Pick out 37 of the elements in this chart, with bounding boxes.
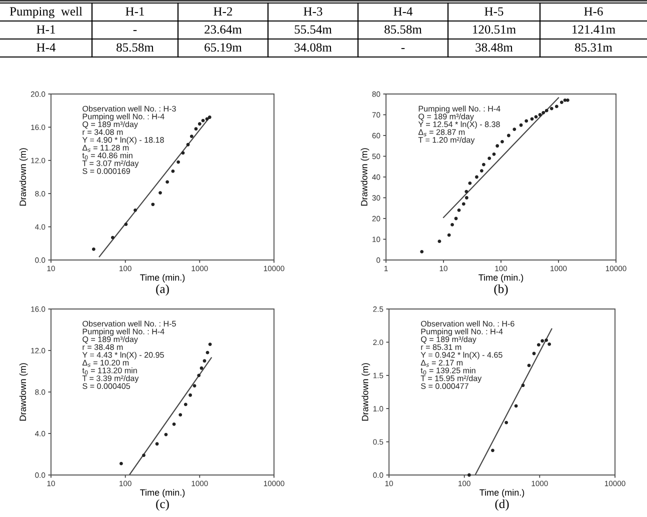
text: H-4 — [36, 43, 56, 52]
text: Observation well No. : H-3 Pumping well No. : H-4 Q = 189 m³/day r = 34.08 m Y = 4.90 * ln(X) - 18.18 Δ$_{s}$ = 11.28 m t$_{0}$ = 40.86 min T = 3.07 m²/day S = 0.000169 — [82, 106, 176, 174]
x-axis-title: Time (min.) — [478, 274, 524, 282]
y-axis-title: Drawdown (m) — [19, 148, 28, 206]
text: (a) — [156, 284, 169, 296]
text: 85.58m — [384, 25, 422, 34]
text: 65.19m — [204, 43, 242, 52]
text: - — [133, 30, 137, 32]
text: 85.31m — [575, 43, 612, 52]
x-axis-title: Time (min.) — [140, 489, 185, 498]
y-axis-title: Drawdown (m) — [19, 363, 28, 421]
text: H-6 — [584, 7, 603, 16]
text: (d) — [495, 499, 509, 511]
text: H-1 — [126, 7, 144, 16]
x-axis-title: Time (min.) — [140, 274, 185, 282]
text: 120.51m — [473, 25, 516, 34]
text: - — [401, 48, 405, 50]
text: 23.64m — [204, 25, 242, 34]
text: 38.48m — [476, 43, 513, 52]
text: H-4 — [394, 7, 413, 16]
text: H-2 — [214, 7, 232, 16]
text: 121.41m — [572, 25, 616, 34]
text: 55.54m — [294, 25, 332, 34]
annotation: Pumping well No. : H-4 Q = 189 m³/day Y = 12.54 * ln(X) - 8.38 Δ$_{s}$ = 28.87 m T = 1.20 m²/day — [418, 106, 500, 144]
x-axis-title: Time (min.) — [480, 489, 524, 498]
text: (c) — [156, 499, 169, 511]
text: H-1 — [36, 25, 55, 34]
text: H-3 — [304, 7, 322, 16]
text: H-5 — [484, 7, 504, 16]
y-axis-title: Drawdown (m) — [362, 363, 370, 421]
text: Observation well No. : H-6 Pumping well No. : H-4 Q = 189 m³/day r = 85.31 m Y = 0.942 * ln(X) - 4.65 Δ$_{s}$ = 2.17 m t$_{0}$ = 139.25 min T = 15.95 m²/day S = 0.000477 — [420, 320, 514, 389]
text: 34.08m — [294, 43, 332, 52]
text: 85.58m — [116, 43, 154, 52]
text: (b) — [494, 284, 508, 296]
text: Observation well No. : H-5 Pumping well No. : H-4 Q = 189 m³/day r = 38.48 m Y = 4.43 * ln(X) - 20.95 Δ$_{s}$ = 10.20 m t$_{0}$ = 113.20 min T = 3.39 m²/day S = 0.000405 — [82, 320, 176, 389]
text: Pumping well — [10, 6, 82, 18]
y-axis-title: Drawdown (m) — [360, 148, 370, 206]
